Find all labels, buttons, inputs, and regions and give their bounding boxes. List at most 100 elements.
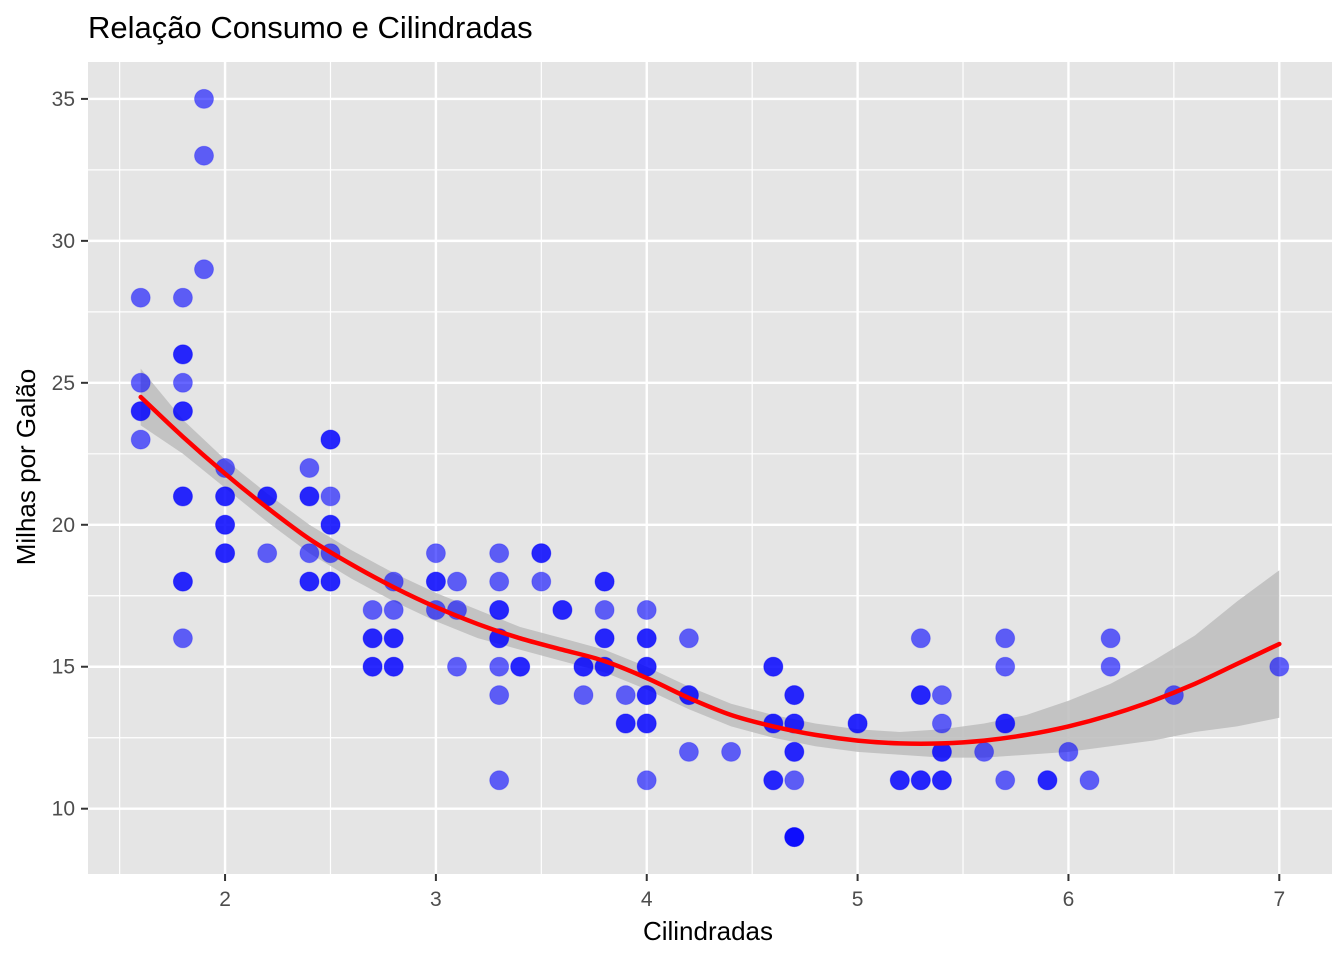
data-point [995, 656, 1016, 677]
data-point [194, 259, 214, 280]
data-point [320, 486, 341, 507]
data-point [1058, 741, 1079, 762]
y-tick-label: 20 [52, 514, 75, 537]
data-point [995, 713, 1016, 734]
data-point [531, 543, 552, 564]
chart-title: Relação Consumo e Cilindradas [88, 10, 533, 45]
y-tick-label: 35 [52, 88, 75, 111]
data-point [784, 741, 805, 762]
data-point [320, 514, 341, 535]
data-point [784, 770, 805, 791]
data-point [910, 628, 931, 649]
data-point [678, 741, 699, 762]
data-point [995, 770, 1016, 791]
data-point [447, 571, 467, 592]
data-point [1100, 628, 1121, 649]
data-point [172, 372, 193, 393]
data-point [763, 770, 784, 791]
data-point [489, 656, 510, 677]
data-point [130, 287, 151, 308]
data-point [425, 543, 446, 564]
data-point [299, 458, 320, 478]
data-point [362, 628, 383, 649]
data-point [489, 770, 510, 791]
data-point [172, 486, 193, 507]
data-point [257, 543, 278, 564]
x-axis-label: Cilindradas [643, 916, 773, 946]
data-point [931, 713, 952, 734]
data-point [299, 543, 320, 564]
x-tick-label: 6 [1063, 888, 1075, 911]
data-point [130, 429, 151, 450]
data-point [425, 571, 446, 592]
data-point [910, 770, 931, 791]
x-axis: 2 3 4 5 6 7 [219, 874, 1285, 911]
data-point [910, 685, 931, 706]
data-point [678, 628, 699, 649]
data-point [974, 741, 995, 762]
data-point [215, 486, 236, 507]
data-point [172, 628, 193, 649]
x-tick-label: 2 [219, 888, 231, 911]
data-point [172, 401, 193, 422]
data-point [995, 628, 1016, 649]
data-point [362, 656, 383, 677]
x-tick-label: 3 [430, 888, 442, 911]
y-axis-label: Milhas por Galão [11, 369, 41, 566]
data-point [594, 628, 615, 649]
data-point [172, 344, 193, 365]
data-point [784, 827, 805, 848]
plot-panel [88, 62, 1332, 874]
data-point [636, 600, 657, 620]
data-point [847, 713, 868, 734]
data-point [194, 145, 214, 166]
data-point [489, 571, 510, 592]
data-point [636, 770, 657, 791]
grid-minor [88, 62, 1332, 874]
data-point [510, 656, 531, 677]
data-point [130, 372, 151, 393]
x-tick-label: 4 [641, 888, 653, 911]
y-axis: 10 15 20 25 30 35 [52, 88, 88, 821]
data-point [615, 685, 636, 706]
data-point [573, 656, 594, 677]
data-point [636, 713, 657, 734]
x-tick-label: 5 [852, 888, 864, 911]
data-point [1079, 770, 1100, 791]
data-point [573, 685, 594, 706]
data-point [531, 571, 552, 592]
data-point [215, 514, 236, 535]
smooth-line [138, 394, 1282, 747]
data-point [172, 287, 193, 308]
data-point [594, 571, 615, 592]
data-point [130, 401, 151, 422]
data-point [489, 685, 510, 706]
data-point [383, 656, 404, 677]
data-point [383, 628, 404, 649]
data-point [362, 600, 383, 620]
data-point [172, 571, 193, 592]
data-point [721, 741, 742, 762]
data-point [636, 628, 657, 649]
data-point [931, 770, 952, 791]
data-point [1269, 656, 1290, 677]
data-point [299, 486, 320, 507]
y-tick-label: 25 [52, 372, 75, 395]
data-point [320, 429, 341, 450]
data-point [594, 600, 615, 620]
data-point [931, 685, 952, 706]
data-point [215, 543, 236, 564]
y-tick-label: 15 [52, 656, 75, 679]
data-point [194, 88, 214, 109]
data-point [784, 685, 805, 706]
data-point [489, 600, 510, 620]
data-point [320, 571, 341, 592]
data-point [299, 571, 320, 592]
data-point [1100, 656, 1121, 677]
data-point [615, 713, 636, 734]
confidence-band [140, 368, 1280, 758]
data-point [489, 543, 510, 564]
grid-major [88, 62, 1332, 874]
y-tick-label: 10 [52, 798, 75, 821]
